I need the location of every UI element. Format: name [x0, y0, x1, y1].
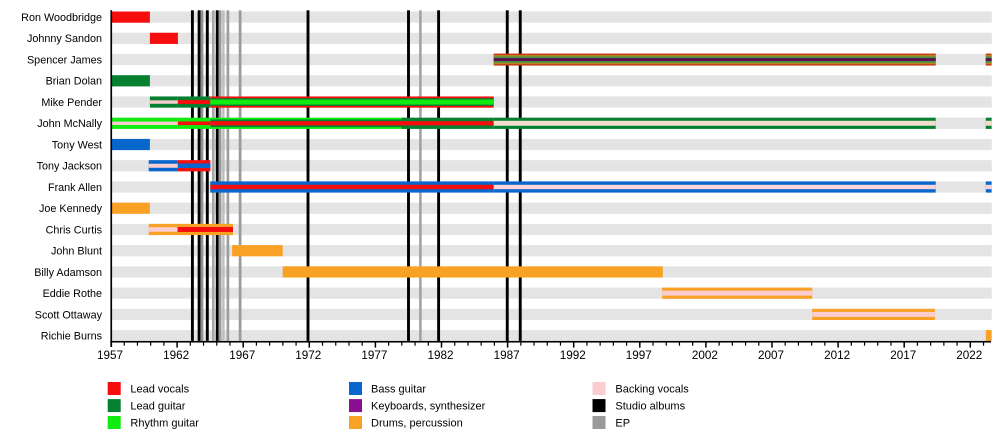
- svg-text:Joe Kennedy: Joe Kennedy: [39, 203, 103, 215]
- svg-text:Johnny Sandon: Johnny Sandon: [27, 33, 102, 45]
- svg-text:Frank Allen: Frank Allen: [48, 182, 102, 194]
- svg-text:Keyboards, synthesizer: Keyboards, synthesizer: [371, 401, 486, 413]
- svg-text:Drums, percussion: Drums, percussion: [371, 418, 463, 430]
- svg-text:Tony Jackson: Tony Jackson: [37, 161, 102, 173]
- svg-text:Chris Curtis: Chris Curtis: [46, 224, 103, 236]
- svg-text:2017: 2017: [890, 349, 916, 362]
- svg-text:1982: 1982: [427, 349, 453, 362]
- svg-text:2007: 2007: [758, 349, 784, 362]
- svg-text:1967: 1967: [229, 349, 255, 362]
- svg-text:1972: 1972: [295, 349, 321, 362]
- svg-text:Spencer James: Spencer James: [27, 54, 103, 66]
- svg-text:Brian Dolan: Brian Dolan: [46, 76, 102, 88]
- svg-text:Backing vocals: Backing vocals: [615, 384, 689, 396]
- svg-text:Lead guitar: Lead guitar: [130, 401, 185, 413]
- svg-text:Richie Burns: Richie Burns: [41, 331, 103, 343]
- svg-text:2002: 2002: [692, 349, 718, 362]
- svg-text:Eddie Rothe: Eddie Rothe: [43, 288, 102, 300]
- svg-text:Studio albums: Studio albums: [615, 401, 685, 413]
- svg-text:Ron Woodbridge: Ron Woodbridge: [21, 12, 102, 24]
- svg-text:1957: 1957: [97, 349, 123, 362]
- svg-text:Mike Pender: Mike Pender: [41, 97, 102, 109]
- svg-text:Lead vocals: Lead vocals: [130, 384, 189, 396]
- svg-text:1997: 1997: [626, 349, 652, 362]
- svg-text:2022: 2022: [956, 349, 982, 362]
- svg-text:1987: 1987: [494, 349, 520, 362]
- svg-text:1992: 1992: [560, 349, 586, 362]
- svg-text:Scott Ottaway: Scott Ottaway: [35, 309, 103, 321]
- svg-text:John McNally: John McNally: [37, 118, 102, 130]
- svg-text:1977: 1977: [361, 349, 387, 362]
- svg-text:EP: EP: [615, 418, 630, 430]
- svg-text:Rhythm guitar: Rhythm guitar: [130, 418, 199, 430]
- svg-text:Tony West: Tony West: [52, 139, 102, 151]
- svg-text:Billy Adamson: Billy Adamson: [34, 267, 102, 279]
- svg-text:Bass guitar: Bass guitar: [371, 384, 426, 396]
- svg-text:2012: 2012: [824, 349, 850, 362]
- svg-text:John Blunt: John Blunt: [51, 246, 102, 258]
- svg-text:1962: 1962: [163, 349, 189, 362]
